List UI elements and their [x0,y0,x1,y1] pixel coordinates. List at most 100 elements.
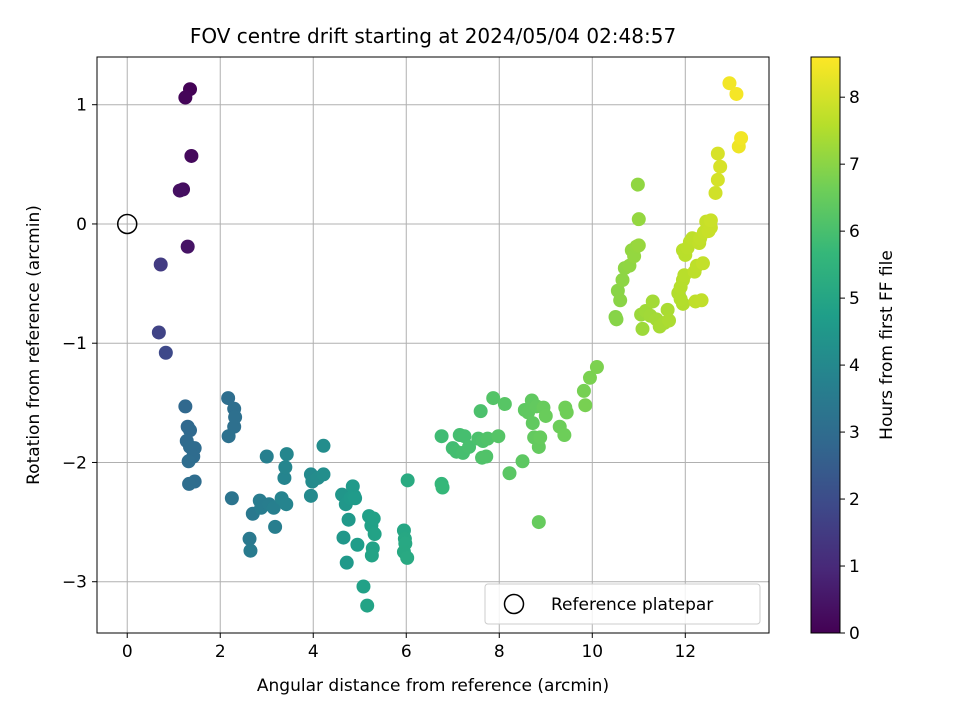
scatter-point [703,213,718,228]
x-tick-label: 12 [674,642,696,662]
legend-marker [503,593,525,615]
scatter-point [486,391,501,406]
x-tick-label: 8 [494,642,505,662]
scatter-point [279,497,294,512]
scatter-point [694,293,709,308]
legend: Reference platepar [484,583,761,625]
colorbar-label: Hours from first FF file [877,250,897,440]
colorbar-tick-label: 5 [849,289,860,309]
scatter-point [645,294,660,309]
scatter-point [243,543,258,558]
scatter-point [559,405,574,420]
y-tick-label: 0 [76,215,87,235]
scatter-point [695,256,710,271]
x-tick-label: 2 [215,642,226,662]
scatter-point [151,325,166,340]
y-tick-label: −2 [62,453,87,473]
scatter-point [729,86,744,101]
scatter-point [722,76,737,91]
scatter-point [533,430,548,445]
scatter-point [259,449,274,464]
scatter-point [609,312,624,327]
scatter-point [178,399,193,414]
scatter-point [266,500,281,515]
scatter-point [673,292,688,307]
scatter-point [479,449,494,464]
scatter-point [348,491,363,506]
colorbar-ticks: 0 1 2 3 4 5 6 7 8 [840,88,860,644]
scatter-point [557,428,572,443]
scatter-point [178,90,193,105]
scatter-point [221,429,236,444]
scatter-point [350,537,365,552]
plot-frame [96,56,770,634]
scatter-point [221,391,236,406]
colorbar-tick-label: 1 [849,557,860,577]
scatter-point [631,212,646,227]
scatter-point [613,293,628,308]
scatter-point [356,579,371,594]
scatter-point [172,183,187,198]
scatter-point [242,531,257,546]
scatter-point [578,398,593,413]
colorbar-tick-label: 3 [849,423,860,443]
scatter-point [710,172,725,187]
scatter-point [615,273,630,288]
y-tick-label: 1 [76,96,87,116]
scatter-point [316,467,331,482]
scatter-point [631,238,646,253]
scatter-point [635,321,650,336]
scatter-point [435,480,450,495]
scatter-point [366,511,381,526]
scatter-point [316,438,331,453]
scatter-point [367,527,382,542]
scatter-point [341,512,356,527]
scatter-point [497,397,512,412]
scatter-point [360,598,375,613]
x-tick-label: 4 [308,642,319,662]
x-axis-ticks: 0 2 4 6 8 10 12 [122,633,696,662]
scatter-point [434,429,449,444]
scatter-point [279,447,294,462]
colorbar-tick-label: 4 [849,356,860,376]
scatter-point [339,555,354,570]
scatter-point [181,454,196,469]
scatter-point [184,148,199,163]
scatter-point [400,473,415,488]
grid-lines [97,57,769,633]
legend-label: Reference platepar [551,595,713,615]
x-axis-label: Angular distance from reference (arcmin) [257,676,609,696]
y-axis-ticks: 1 0 −1 −2 −3 [62,96,97,593]
scatter-point [708,185,723,200]
scatter-point [576,383,591,398]
scatter-point [457,429,472,444]
scatter-point [589,360,604,375]
scatter-point [473,404,488,419]
scatter-point [268,519,283,534]
scatter-point [713,159,728,174]
scatter-point [660,302,675,317]
scatter-point [153,257,168,272]
scatter-point [303,488,318,503]
scatter-point [538,408,553,423]
x-tick-label: 10 [581,642,603,662]
y-tick-label: −3 [62,573,87,593]
scatter-point [183,423,198,438]
scatter-point [582,370,597,385]
scatter-point [515,454,530,469]
reference-platepar-marker [116,213,138,235]
scatter-point [462,439,477,454]
scatter-point [710,146,725,161]
scatter-point [278,460,293,475]
scatter-point [158,345,173,360]
scatter-point [480,431,495,446]
reference-marker-layer [116,213,138,235]
scatter-point [734,131,749,146]
scatter-point [630,177,645,192]
scatter-point [400,550,415,565]
legend-box [484,583,761,625]
scatter-point [491,429,506,444]
y-tick-label: −1 [62,334,87,354]
colorbar-tick-label: 8 [849,88,860,108]
